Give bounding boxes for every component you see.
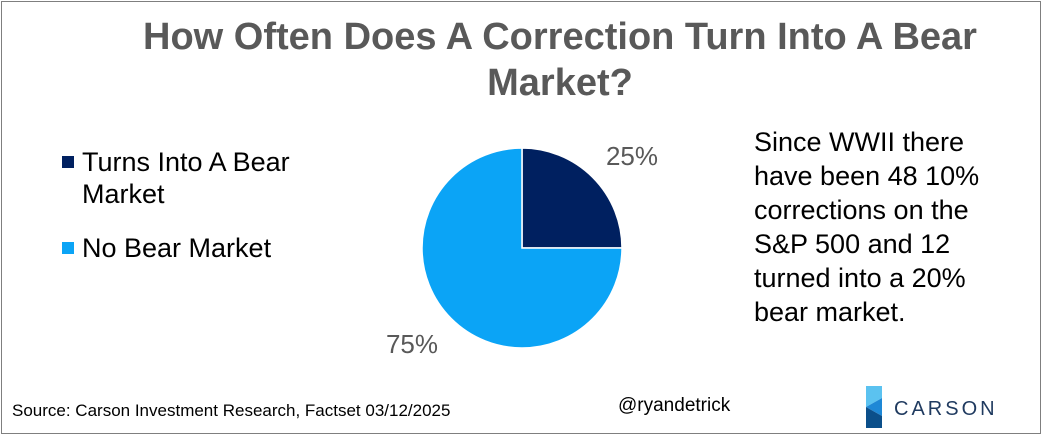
legend-label-bear: Turns Into A Bear Market: [82, 147, 290, 209]
logo-mark-light: [866, 386, 882, 407]
legend-item-no-bear: No Bear Market: [62, 232, 392, 264]
logo-wordmark: CARSON: [894, 398, 998, 420]
chart-title: How Often Does A Correction Turn Into A …: [143, 16, 977, 104]
source-note: Source: Carson Investment Research, Fact…: [12, 401, 451, 420]
pie-chart: 25% 75%: [386, 141, 658, 359]
chart-legend: Turns Into A Bear Market No Bear Market: [62, 146, 392, 286]
logo-mark-mid: [866, 398, 882, 416]
legend-swatch-no-bear: [62, 242, 74, 254]
carson-logo: CARSON: [866, 386, 998, 428]
pie-slice-no-bear: [421, 147, 623, 349]
pie-slice-bear: [521, 147, 623, 249]
logo-mark-dark: [866, 407, 882, 428]
legend-swatch-bear: [62, 156, 74, 168]
twitter-handle: @ryandetrick: [618, 395, 731, 416]
legend-label-no-bear: No Bear Market: [82, 233, 272, 263]
data-label-no-bear: 75%: [386, 329, 438, 359]
legend-item-bear: Turns Into A Bear Market: [62, 146, 392, 210]
annotation-text: Since WWII there have been 48 10% correc…: [754, 127, 980, 327]
data-label-bear: 25%: [606, 141, 658, 171]
